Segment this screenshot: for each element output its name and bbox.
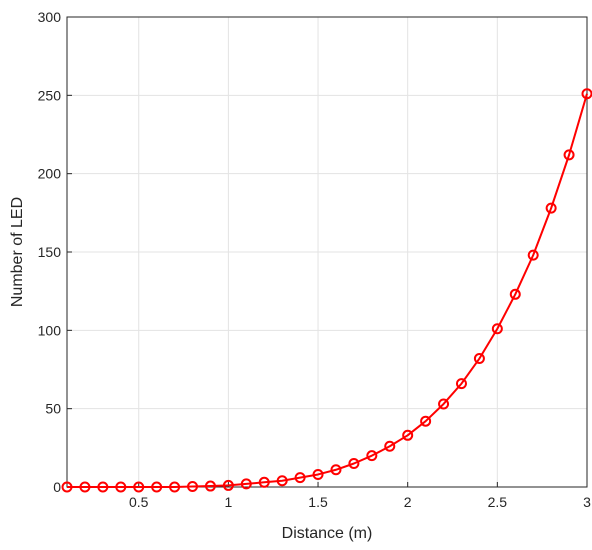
data-point-marker (61, 481, 73, 493)
data-point-marker (204, 480, 216, 492)
data-point-marker (97, 481, 109, 493)
data-point-marker (133, 481, 145, 493)
grid (67, 16, 588, 488)
data-point-marker (276, 475, 288, 487)
x-tick-label: 3 (583, 494, 591, 510)
data-point-marker (294, 472, 306, 484)
x-axis-label: Distance (m) (282, 525, 373, 542)
series (61, 88, 592, 493)
data-point-marker (348, 458, 360, 469)
data-point-marker (330, 464, 342, 476)
y-tick-label: 150 (38, 244, 62, 260)
data-point-marker (509, 288, 521, 300)
data-point-marker (473, 353, 485, 365)
data-point-marker (402, 429, 414, 441)
x-tick-label: 0.5 (129, 494, 149, 510)
y-axis-label: Number of LED (9, 197, 26, 307)
y-tick-label: 200 (38, 166, 62, 182)
data-point-marker (258, 476, 270, 488)
data-point-marker (563, 149, 575, 161)
y-tick-label: 50 (45, 401, 61, 417)
data-point-marker (491, 323, 503, 335)
data-point-marker (222, 479, 234, 491)
data-point-marker (384, 440, 396, 452)
data-point-marker (455, 378, 467, 390)
y-tick-label: 100 (38, 322, 62, 338)
y-tick-label: 300 (38, 9, 62, 25)
data-point-marker (420, 415, 432, 427)
data-point-marker (187, 481, 199, 493)
data-point-marker (115, 481, 127, 493)
y-tick-label: 250 (38, 87, 62, 103)
x-tick-label: 1 (224, 494, 232, 510)
x-tick-label: 1.5 (308, 494, 328, 510)
data-point-marker (527, 249, 539, 261)
data-point-marker (438, 398, 450, 410)
x-tick-label: 2 (404, 494, 412, 510)
data-point-marker (240, 478, 252, 490)
data-point-marker (366, 450, 378, 462)
data-point-marker (169, 481, 181, 493)
data-point-marker (312, 468, 324, 480)
data-point-marker (545, 202, 557, 214)
x-tick-label: 2.5 (488, 494, 508, 510)
axis-ticks: 0.5 1 1.5 2 2.5 3 0 50 100 150 200 250 300 (38, 9, 591, 510)
y-tick-label: 0 (53, 479, 61, 495)
series-line (67, 93, 588, 488)
data-point-marker (151, 481, 163, 493)
data-point-marker (79, 481, 91, 493)
